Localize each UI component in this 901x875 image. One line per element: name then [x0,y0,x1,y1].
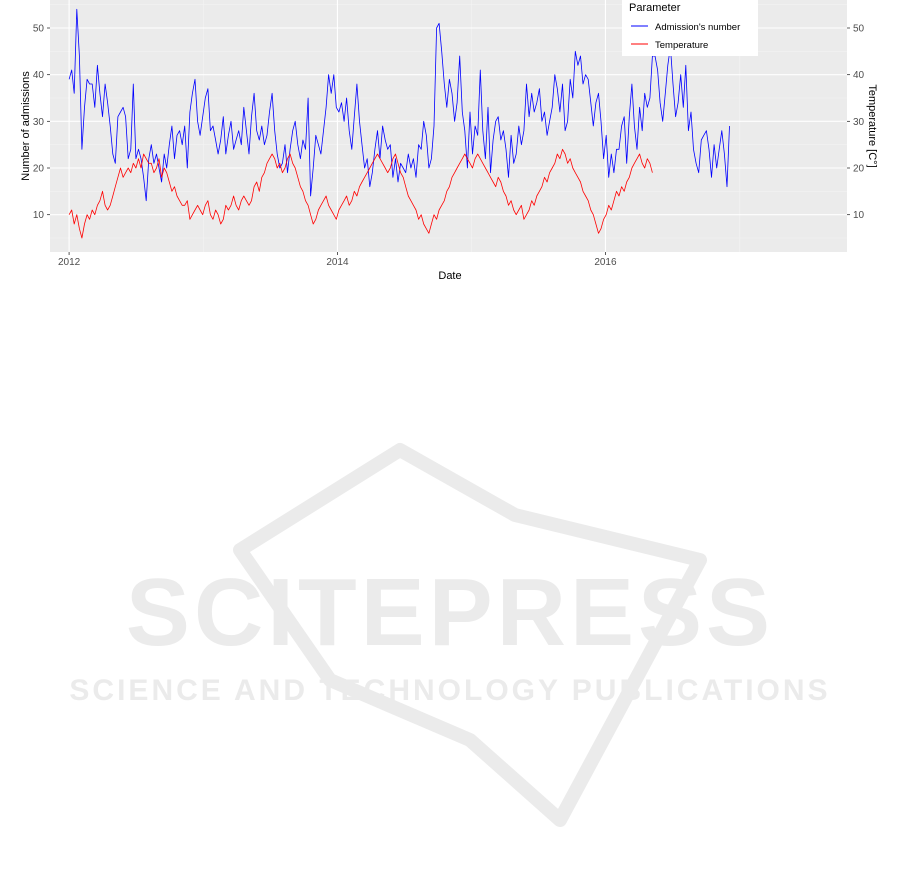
y-axis-left: 10 20 30 40 50 [33,24,50,221]
y-tick-label: 20 [33,164,45,175]
y2-tick-label: 30 [853,117,865,128]
watermark-sub-text: SCIENCE AND TECHNOLOGY PUBLICATIONS [69,674,830,707]
y-tick-label: 30 [33,117,45,128]
y-tick-label: 50 [33,24,45,35]
x-tick-label: 2016 [594,257,617,268]
x-tick-label: 2014 [326,257,349,268]
y2-tick-label: 20 [853,164,865,175]
legend-background [622,0,758,56]
legend-label-temperature: Temperature [655,40,708,51]
legend-label-admissions: Admission's number [655,22,740,33]
publisher-watermark: SCITEPRESS SCIENCE AND TECHNOLOGY PUBLIC… [69,443,830,827]
y-axis-right: 10 20 30 40 50 [847,24,865,221]
watermark-book-outline [233,443,707,827]
x-axis: 2012 2014 2016 [58,252,617,268]
x-tick-label: 2012 [58,257,81,268]
y2-tick-label: 50 [853,24,865,35]
x-axis-title: Date [438,270,461,282]
y2-tick-label: 40 [853,70,865,81]
y-tick-label: 10 [33,210,45,221]
series-line-temperature [68,148,653,239]
series-line-admissions [68,8,730,202]
series-layer [68,8,730,239]
watermark-main-text: SCITEPRESS [126,559,774,666]
y-axis-title: Number of admissions [20,71,32,181]
legend-title: Parameter [629,2,681,14]
y2-tick-label: 10 [853,210,865,221]
legend: Parameter Admission's number Temperature [622,0,758,56]
y2-axis-title: Temperature [C°] [866,84,878,167]
y-tick-label: 40 [33,70,45,81]
